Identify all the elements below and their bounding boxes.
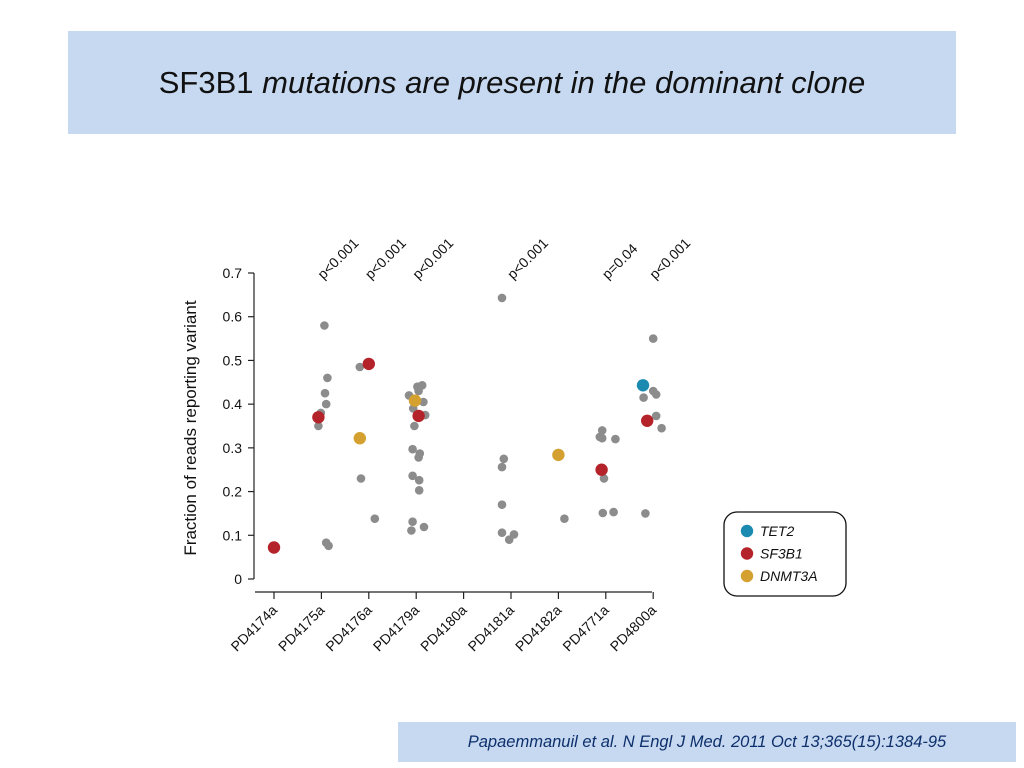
data-point-other (324, 541, 333, 551)
data-point-other (648, 334, 658, 343)
data-point-other (499, 454, 509, 464)
p-value-label: p<0.001 (314, 235, 362, 283)
data-point-other (321, 399, 331, 409)
x-tick-label: PD4800a (607, 602, 660, 655)
data-point-other (651, 411, 661, 421)
data-point-dnmt3a (353, 432, 366, 445)
p-value-label: p<0.001 (646, 235, 694, 283)
data-points (267, 293, 666, 554)
citation-text: Papaemmanuil et al. N Engl J Med. 2011 O… (467, 732, 947, 751)
x-tick-label: PD4174a (228, 602, 281, 655)
slide-title: SF3B1 mutations are present in the domin… (159, 65, 866, 101)
data-point-other (497, 500, 507, 510)
data-point-tet2 (636, 379, 650, 392)
citation-box: Papaemmanuil et al. N Engl J Med. 2011 O… (398, 722, 1016, 762)
x-axis: PD4174aPD4175aPD4176aPD4179aPD4180aPD418… (228, 591, 660, 655)
data-point-other (414, 475, 424, 485)
legend-marker-sf3b1 (740, 547, 754, 560)
data-point-other (320, 388, 330, 398)
legend-marker-dnmt3a (740, 569, 754, 583)
title-gene: SF3B1 (158, 64, 254, 100)
data-point-other (497, 528, 507, 537)
data-point-other (408, 444, 417, 454)
y-tick-label: 0.5 (223, 352, 243, 368)
data-point-sf3b1 (362, 357, 375, 371)
x-tick-label: PD4771a (559, 602, 612, 655)
x-tick-label: PD4176a (322, 602, 375, 655)
data-point-other (408, 471, 417, 481)
data-point-other (560, 514, 569, 523)
data-point-dnmt3a (408, 394, 422, 407)
y-tick-label: 0.1 (223, 527, 243, 543)
y-tick-label: 0.3 (223, 440, 243, 456)
data-point-dnmt3a (552, 448, 565, 462)
x-tick-label: PD4179a (370, 602, 423, 655)
data-point-other (497, 462, 507, 472)
data-point-sf3b1 (641, 414, 654, 427)
x-tick-label: PD4175a (275, 602, 328, 655)
legend-marker-tet2 (740, 524, 754, 538)
p-value-label: p=0.04 (599, 240, 641, 282)
legend-label: DNMT3A (760, 568, 818, 584)
y-tick-label: 0 (234, 571, 242, 587)
data-point-other (641, 509, 650, 518)
data-point-other (598, 508, 608, 518)
data-point-other (407, 526, 416, 535)
data-point-other (408, 517, 417, 526)
data-point-other (609, 507, 618, 517)
x-tick-label: PD4180a (417, 602, 470, 655)
data-point-other (419, 397, 428, 407)
data-point-other (356, 474, 366, 483)
data-point-other (657, 423, 666, 433)
p-value-label: p<0.001 (504, 235, 552, 283)
data-point-other (320, 321, 329, 330)
y-tick-label: 0.7 (223, 265, 243, 281)
p-value-annotations: p<0.001 p<0.001 p<0.001 p<0.001 p=0.04 p<0.00… (314, 235, 693, 283)
x-tick-label: PD4182a (512, 602, 565, 655)
y-tick-label: 0.2 (223, 484, 243, 500)
y-tick-label: 0.6 (223, 309, 243, 325)
data-point-other (414, 386, 423, 396)
data-point-other (497, 293, 507, 303)
data-point-sf3b1 (412, 409, 425, 423)
data-point-sf3b1 (595, 463, 608, 476)
data-point-other (651, 390, 661, 399)
legend-label: TET2 (760, 523, 794, 539)
data-point-other (323, 373, 332, 383)
data-point-other (504, 535, 514, 544)
title-banner: SF3B1 mutations are present in the domin… (68, 31, 956, 134)
p-value-label: p<0.001 (409, 235, 457, 283)
y-tick-label: 0.4 (223, 396, 243, 412)
data-point-other (410, 421, 419, 431)
title-rest: mutations are present in the dominant cl… (262, 64, 866, 100)
x-tick-label: PD4181a (465, 602, 518, 655)
data-point-sf3b1 (267, 541, 281, 554)
p-value-label: p<0.001 (362, 235, 410, 283)
data-point-other (597, 433, 607, 443)
data-point-other (414, 453, 423, 462)
data-point-other (419, 522, 429, 532)
legend: TET2 SF3B1 DNMT3A (723, 511, 847, 597)
y-axis: 0 0.1 0.2 0.3 0.4 0.5 0.6 0.7 (223, 265, 255, 587)
data-point-other (355, 362, 365, 372)
legend-label: SF3B1 (760, 546, 803, 562)
data-point-other (370, 514, 380, 523)
legend-box (723, 511, 847, 597)
data-point-other (414, 486, 424, 495)
y-axis-label: Fraction of reads reporting variant (181, 300, 200, 555)
data-point-other (639, 393, 648, 402)
data-point-other (611, 434, 620, 444)
data-point-other (597, 426, 607, 435)
data-point-other (314, 421, 323, 431)
data-point-sf3b1 (312, 411, 325, 424)
data-point-other (599, 474, 609, 483)
